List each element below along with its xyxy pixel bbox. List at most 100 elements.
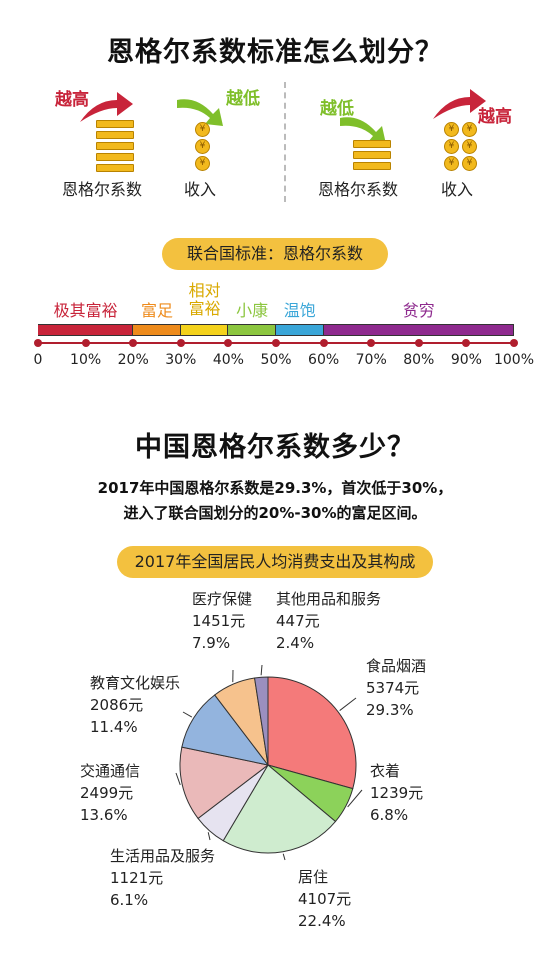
scale-tick-label: 50% <box>260 352 292 368</box>
pie-leader-line <box>182 711 193 718</box>
scale-tick-dot <box>224 339 233 347</box>
pie-label-5: 交通通信 2499元 13.6% <box>80 760 140 826</box>
pie-label-name: 医疗保健 <box>192 590 253 608</box>
pie-label-percent: 29.3% <box>366 701 414 719</box>
summary-line-2: 进入了联合国划分的20%-30%的富足区间。 <box>123 504 427 522</box>
scale-tick-label: 10% <box>70 352 102 368</box>
arrow-text-high: 越高 <box>55 90 89 110</box>
pie-label-value: 5374元 <box>366 679 420 697</box>
scale-tick-label: 80% <box>403 352 435 368</box>
pie-label-percent: 11.4% <box>90 718 138 736</box>
pie-label-name: 其他用品和服务 <box>276 590 382 608</box>
down-arrow-icon <box>340 117 386 144</box>
pie-label-name: 交通通信 <box>80 762 141 780</box>
pie-label-2: 衣着 1239元 6.8% <box>370 760 423 826</box>
pie-label-percent: 22.4% <box>298 912 346 930</box>
scale-segment <box>276 325 324 335</box>
pie-label-8: 其他用品和服务 447元 2.4% <box>276 588 381 654</box>
un-standard-pill: 联合国标准：恩格尔系数 <box>162 238 388 270</box>
engel-illustration: 越高 恩格尔系数 越低 ¥ ¥ ¥ 收入 越低 恩格尔系数 越高 ¥ ¥ ¥ ¥ ¥… <box>0 80 550 202</box>
pie-label-name: 生活用品及服务 <box>110 847 216 865</box>
pie-label-value: 1239元 <box>370 784 424 802</box>
scale-tick-dot <box>414 339 423 347</box>
pie-label-percent: 6.8% <box>370 806 409 824</box>
pie-leader-line <box>347 789 363 808</box>
pie-leader-line <box>175 772 181 786</box>
pie-slice-3 <box>222 764 337 854</box>
pie-leader-line <box>207 832 211 841</box>
coins-icon: ¥ ¥ ¥ <box>195 122 210 171</box>
scale-tick-label: 40% <box>212 352 244 368</box>
chart-title-pill: 2017年全国居民人均消费支出及其构成 <box>117 546 433 578</box>
up-arrow-icon <box>80 92 133 122</box>
pie-label-value: 2499元 <box>80 784 134 802</box>
pie-label-percent: 2.4% <box>276 634 315 652</box>
pie-slice-6 <box>181 694 270 766</box>
pie-label-3: 居住 4107元 22.4% <box>298 866 351 932</box>
up-arrow-icon <box>433 89 486 119</box>
pie-label-7: 医疗保健 1451元 7.9% <box>192 588 252 654</box>
pie-label-value: 1451元 <box>192 612 246 630</box>
scale-category-label: 相对 富裕 <box>188 281 221 318</box>
scale-segment <box>228 325 276 335</box>
scale-tick-label: 30% <box>165 352 197 368</box>
scale-tick-dot <box>34 339 42 347</box>
pie-label-4: 生活用品及服务 1121元 6.1% <box>110 845 215 911</box>
scale-tick-dot <box>510 339 518 347</box>
scale-tick-dot <box>272 339 280 347</box>
coins-icon: ¥ ¥ ¥ ¥ ¥ ¥ <box>444 122 477 171</box>
scale-tick-dot <box>129 339 138 347</box>
scale-tick-label: 100% <box>493 352 535 368</box>
section-title-1: 恩格尔系数标准怎么划分？ <box>107 37 443 68</box>
scale-category-label: 小康 <box>236 301 269 320</box>
arrow-text-low: 越低 <box>226 89 260 109</box>
scale-tick-label: 90% <box>450 352 482 368</box>
pie-leader-line <box>339 697 357 711</box>
dashed-divider <box>284 82 286 202</box>
pie-label-value: 447元 <box>276 612 320 630</box>
scale-tick-label: 60% <box>308 352 340 368</box>
pie-label-percent: 6.1% <box>110 891 149 909</box>
down-arrow-icon <box>177 99 223 126</box>
pie-leader-line <box>260 664 263 676</box>
scale-category-label: 贫穷 <box>402 301 435 320</box>
pie-label-name: 食品烟酒 <box>366 657 427 675</box>
scale-category-label: 富足 <box>140 301 173 320</box>
coin-stack-icon <box>96 120 134 172</box>
scale-tick-dot <box>367 339 376 347</box>
scale-tick-dot <box>176 339 185 347</box>
summary-line-1: 2017年中国恩格尔系数是29.3%，首次低于30%， <box>97 479 453 497</box>
pie-slice-1 <box>267 676 357 790</box>
scale-tick-label: 70% <box>355 352 387 368</box>
label-income-left: 收入 <box>184 180 217 199</box>
scale-segment <box>38 325 134 335</box>
pie-label-percent: 13.6% <box>80 806 128 824</box>
pie-slice-5 <box>179 746 270 820</box>
coin-stack-icon <box>353 140 391 170</box>
pie-leader-line <box>282 853 286 861</box>
label-engel-right: 恩格尔系数 <box>318 180 399 199</box>
pie-label-name: 居住 <box>298 868 329 886</box>
section-title-2: 中国恩格尔系数多少？ <box>135 432 415 463</box>
scale-segment <box>133 325 181 335</box>
scale-category-label: 极其富裕 <box>53 301 118 320</box>
scale-segment <box>180 325 229 335</box>
pie-label-6: 教育文化娱乐 2086元 11.4% <box>90 672 180 738</box>
scale-tick-dot <box>319 339 328 347</box>
pie-slice-8 <box>253 676 269 766</box>
pie-label-value: 1121元 <box>110 869 164 887</box>
pie-label-value: 2086元 <box>90 696 144 714</box>
label-income-right: 收入 <box>441 180 474 199</box>
pie-label-1: 食品烟酒 5374元 29.3% <box>366 655 426 721</box>
label-engel-left: 恩格尔系数 <box>62 180 143 199</box>
scale-segment <box>323 325 514 335</box>
scale-category-label: 温饱 <box>283 301 316 320</box>
arrow-text-low-right: 越低 <box>320 99 354 119</box>
engel-scale: 极其富裕 富足 相对 富裕 小康 温饱 贫穷 0 10% 20% 30% 40% 50% 60% 70% 8… <box>34 280 534 370</box>
scale-tick-dot <box>462 339 471 347</box>
pie-label-percent: 7.9% <box>192 634 231 652</box>
pie-label-value: 4107元 <box>298 890 352 908</box>
arrow-text-high-right: 越高 <box>478 107 512 127</box>
pie-label-name: 衣着 <box>370 762 401 780</box>
